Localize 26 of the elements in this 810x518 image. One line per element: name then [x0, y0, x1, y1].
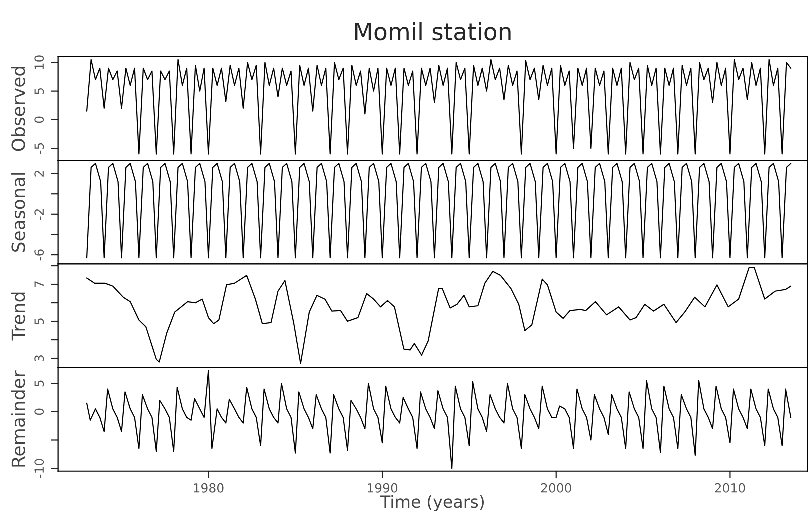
line-series [86, 59, 792, 155]
y-axis-title: Remainder [11, 370, 26, 467]
y-tick-label: -10 [34, 459, 44, 478]
x-tick-label: 1980 [194, 483, 224, 493]
y-tick-label: -5 [34, 143, 44, 154]
y-tick-label: 5 [34, 318, 44, 325]
y-axis-title: Observed [11, 66, 26, 152]
y-tick-label: 10 [34, 56, 44, 70]
y-tick-label: 3 [34, 356, 44, 362]
x-tick-label: 2010 [715, 483, 746, 493]
x-axis-title: Time (years) [380, 495, 484, 512]
y-tick-label: 7 [34, 282, 44, 288]
y-tick-label: -6 [34, 250, 44, 261]
y-tick-label: 2 [34, 171, 44, 177]
line-series [86, 163, 792, 259]
x-tick-label: 2000 [541, 483, 572, 493]
y-axis-title: Trend [11, 292, 26, 341]
x-tick-label: 1990 [368, 483, 398, 493]
y-tick-label: -2 [34, 209, 44, 220]
line-series [86, 267, 792, 364]
y-axis-title: Seasonal [11, 173, 26, 252]
y-tick-label: 5 [34, 380, 44, 387]
y-tick-label: 5 [34, 88, 44, 94]
chart-title: Momil station [355, 22, 511, 41]
y-tick-label: 0 [34, 408, 44, 416]
y-tick-label: 0 [34, 116, 44, 124]
